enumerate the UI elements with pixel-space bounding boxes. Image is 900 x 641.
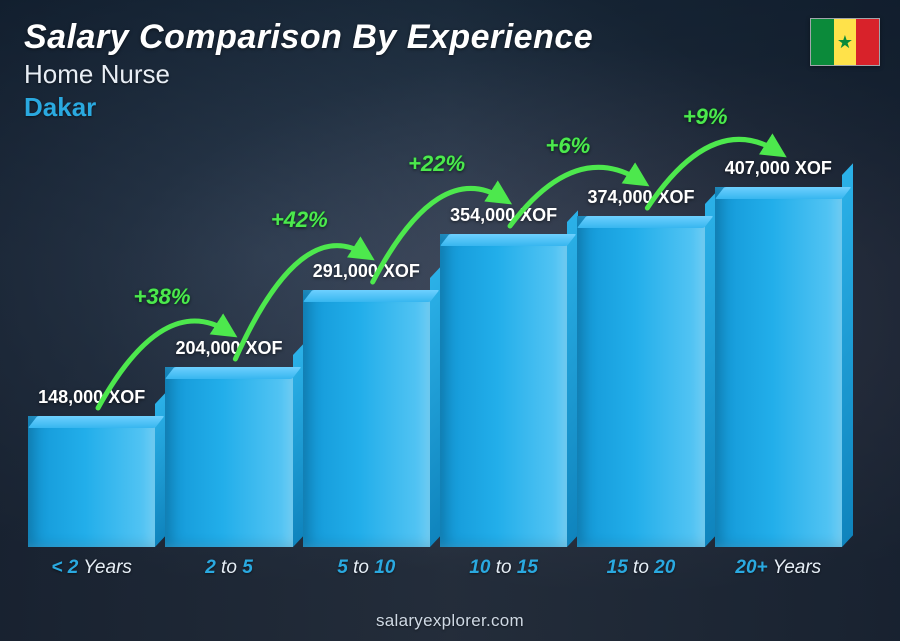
title-subtitle: Home Nurse <box>24 59 593 90</box>
bar-col-4: 374,000 XOF <box>577 187 704 547</box>
x-label: < 2 Years <box>28 557 155 579</box>
title-location: Dakar <box>24 92 593 123</box>
bar-col-2: 291,000 XOF <box>303 261 430 547</box>
bar-value-label: 291,000 XOF <box>313 261 420 282</box>
bar-front <box>28 416 155 547</box>
bar-front <box>577 216 704 547</box>
star-icon: ★ <box>837 33 853 51</box>
bar <box>28 416 155 547</box>
chart-area: 148,000 XOF 204,000 XOF 291,000 XOF 354,000… <box>20 150 850 579</box>
x-label: 15 to 20 <box>577 557 704 579</box>
x-label: 10 to 15 <box>440 557 567 579</box>
bar-col-0: 148,000 XOF <box>28 387 155 547</box>
bar-top <box>440 234 577 246</box>
bar-top <box>165 367 302 379</box>
bar <box>303 290 430 547</box>
bar-front <box>440 234 567 547</box>
title-main: Salary Comparison By Experience <box>24 18 593 57</box>
bar-top <box>577 216 714 228</box>
bar-value-label: 148,000 XOF <box>38 387 145 408</box>
bar <box>577 216 704 547</box>
bar-front <box>715 187 842 547</box>
bar-value-label: 204,000 XOF <box>175 338 282 359</box>
bar <box>440 234 567 547</box>
bar-value-label: 374,000 XOF <box>587 187 694 208</box>
chart-stage: Salary Comparison By Experience Home Nur… <box>0 0 900 641</box>
bar-front <box>165 367 292 547</box>
bar-col-1: 204,000 XOF <box>165 338 292 547</box>
x-label: 5 to 10 <box>303 557 430 579</box>
bar <box>165 367 292 547</box>
bar-top <box>28 416 165 428</box>
bar-top <box>715 187 852 199</box>
bar-top <box>303 290 440 302</box>
footer-attribution: salaryexplorer.com <box>0 611 900 631</box>
bar-front <box>303 290 430 547</box>
bar-value-label: 407,000 XOF <box>725 158 832 179</box>
bar-col-3: 354,000 XOF <box>440 205 567 547</box>
bars-container: 148,000 XOF 204,000 XOF 291,000 XOF 354,000… <box>20 150 850 547</box>
bar-value-label: 354,000 XOF <box>450 205 557 226</box>
flag-star-wrap: ★ <box>811 19 879 65</box>
title-block: Salary Comparison By Experience Home Nur… <box>24 18 593 123</box>
flag-senegal: ★ <box>810 18 880 66</box>
x-labels: < 2 Years 2 to 5 5 to 10 10 to 15 15 to 20 20… <box>20 557 850 579</box>
bar-col-5: 407,000 XOF <box>715 158 842 547</box>
bar-side <box>842 163 853 547</box>
x-label: 20+ Years <box>715 557 842 579</box>
bar <box>715 187 842 547</box>
x-label: 2 to 5 <box>165 557 292 579</box>
